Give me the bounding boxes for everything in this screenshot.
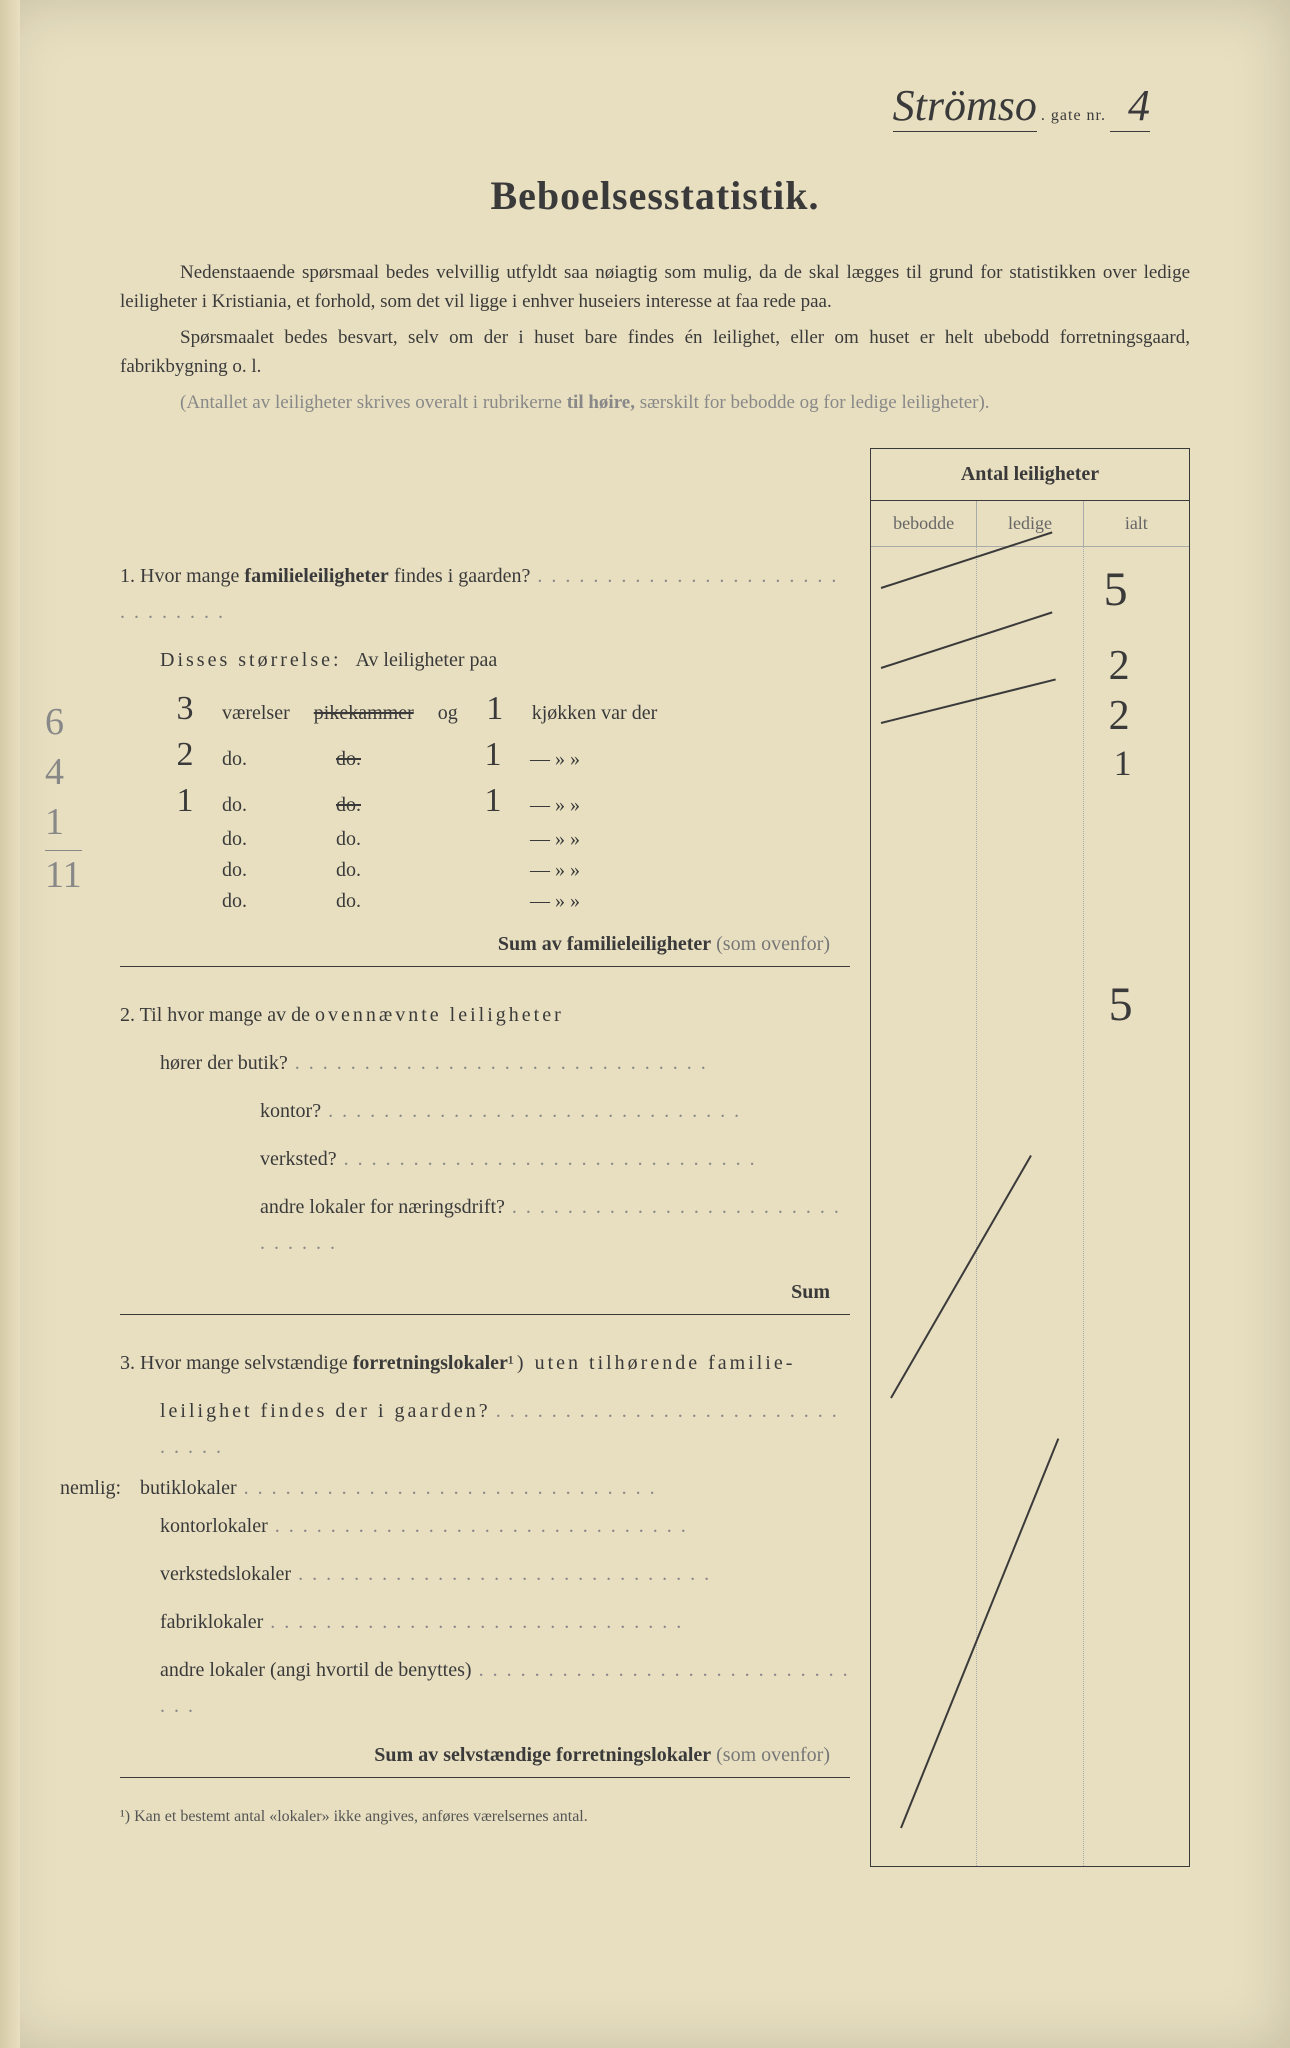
hw-ialt-r3: 1 (1114, 742, 1132, 784)
q1-row-1: 3 værelser pikekammer og 1 kjøkken var d… (120, 690, 850, 728)
page-title: Beboelsesstatistik. (120, 172, 1190, 219)
q1-avleil: Av leiligheter paa (355, 649, 497, 671)
og-1: og (438, 702, 458, 725)
q2-l2: kontor? (120, 1093, 850, 1129)
q3b: forretningslokaler (353, 1352, 508, 1374)
hw-rooms-2: 2 (160, 736, 210, 774)
q2-text: 2. Til hvor mange av de ovennævnte leili… (120, 997, 850, 1033)
kj-1: kjøkken var der (532, 702, 658, 725)
intro-p3: (Antallet av leiligheter skrives overalt… (120, 389, 1190, 418)
q2b: ovennævnte leiligheter (315, 1004, 564, 1026)
pike-3: do. (336, 794, 456, 817)
q3-text: 3. Hvor mange selvstændige forretningslo… (120, 1345, 850, 1381)
gate-number: 4 (1110, 80, 1150, 132)
label-2: do. (222, 748, 312, 771)
q3-sum-a: Sum av selvstændige forretningslokaler (374, 1744, 711, 1766)
divider (120, 1314, 850, 1315)
gate-label: . gate nr. (1041, 107, 1106, 124)
pike-4: do. (336, 828, 456, 851)
q1-row-5: do. do. — » » (120, 859, 850, 882)
divider (120, 1777, 850, 1778)
margin-note-2: 4 (45, 750, 64, 794)
q3-nemlig: nemlig: (60, 1477, 140, 1500)
q1-row-2: 2 do. do. 1 — » » (120, 736, 850, 774)
q1-disses-label: Disses størrelse: (160, 649, 342, 671)
intro-p3b: til høire, (567, 392, 635, 413)
q3-l5: andre lokaler (angi hvortil de benyttes) (120, 1652, 850, 1724)
q1b: familieleiligheter (244, 565, 388, 587)
kj-6: — » » (530, 890, 580, 913)
divider (120, 966, 850, 967)
intro-p3a: (Antallet av leiligheter skrives overalt… (180, 392, 567, 413)
kj-5: — » » (530, 859, 580, 882)
q1-disses: Disses størrelse: Av leiligheter paa (120, 642, 850, 678)
hw-ialt-q1: 5 (1104, 562, 1128, 617)
table-body: 5 2 2 1 5 (871, 546, 1189, 1866)
q3-l1: butiklokaler (140, 1477, 657, 1500)
hw-kj-3: 1 (468, 782, 518, 820)
q3-l2: kontorlokaler (120, 1508, 850, 1544)
q3-sum: Sum av selvstændige forretningslokaler (… (120, 1744, 850, 1767)
hw-kj-1: 1 (470, 690, 520, 728)
pike-5: do. (336, 859, 456, 882)
q1-sum-b: (som ovenfor) (711, 933, 830, 955)
label-4: do. (222, 828, 312, 851)
q3a: 3. Hvor mange selvstændige (120, 1352, 353, 1374)
kj-3: — » » (530, 794, 580, 817)
margin-note-1: 6 (45, 700, 64, 744)
antal-table: Antal leiligheter bebodde ledige ialt 5 (870, 448, 1190, 1867)
col-ialt: ialt (1084, 501, 1189, 546)
q1-row-6: do. do. — » » (120, 890, 850, 913)
q1-row-3: 1 do. do. 1 — » » (120, 782, 850, 820)
content-area: Antal leiligheter bebodde ledige ialt 5 (120, 448, 1190, 1826)
q2-sum: Sum (120, 1281, 850, 1304)
intro-p1: Nedenstaaende spørsmaal bedes velvillig … (120, 259, 1190, 316)
margin-note-3: 1 (45, 800, 64, 844)
q2-l1: hører der butik? (120, 1045, 850, 1081)
hw-rooms-3: 1 (160, 782, 210, 820)
street-handwritten: Strömso (893, 80, 1037, 132)
q3-sum-b: (som ovenfor) (711, 1744, 830, 1766)
q1-row-4: do. do. — » » (120, 828, 850, 851)
q3-l4: fabriklokaler (120, 1604, 850, 1640)
q2-l4: andre lokaler for næringsdrift? (120, 1189, 850, 1261)
intro-p2: Spørsmaalet bedes besvart, selv om der i… (120, 324, 1190, 381)
col-ledige-body (977, 547, 1083, 1866)
label-1: værelser (222, 702, 290, 725)
pike-6: do. (336, 890, 456, 913)
q3c: ¹) uten tilhørende familie- (508, 1352, 795, 1374)
q2a: 2. Til hvor mange av de (120, 1004, 315, 1026)
header-line: Strömso . gate nr. 4 (120, 80, 1190, 132)
q1-sum: Sum av familieleiligheter (som ovenfor) (120, 933, 850, 956)
q1-sum-a: Sum av familieleiligheter (498, 933, 711, 955)
pike-2: do. (336, 748, 456, 771)
q2-l3: verksted? (120, 1141, 850, 1177)
col-bebodde: bebodde (871, 501, 977, 546)
q1a: 1. Hvor mange (120, 565, 244, 587)
kj-2: — » » (530, 748, 580, 771)
label-5: do. (222, 859, 312, 882)
q3-nemlig-row: nemlig: butiklokaler (60, 1477, 850, 1500)
margin-note-4: 11 (45, 850, 82, 897)
intro-p3c: særskilt for bebodde og for ledige leili… (635, 392, 990, 413)
document-page: 6 4 1 11 Strömso . gate nr. 4 Beboelsess… (0, 0, 1290, 2048)
q3-l3: verkstedslokaler (120, 1556, 850, 1592)
label-3: do. (222, 794, 312, 817)
col-ialt-body: 5 2 2 1 5 (1084, 547, 1189, 1866)
col-bebodde-body (871, 547, 977, 1866)
hw-ialt-r2: 2 (1109, 692, 1130, 740)
hw-rooms-1: 3 (160, 690, 210, 728)
hw-ialt-r1: 2 (1109, 642, 1130, 690)
hw-ialt-sum: 5 (1109, 977, 1133, 1032)
q3-text2: leilighet findes der i gaarden? (120, 1393, 850, 1465)
hw-kj-2: 1 (468, 736, 518, 774)
pike-1: pikekammer (314, 702, 414, 725)
q1-text: 1. Hvor mange familieleiligheter findes … (120, 558, 850, 630)
kj-4: — » » (530, 828, 580, 851)
label-6: do. (222, 890, 312, 913)
table-header: Antal leiligheter (871, 449, 1189, 501)
q3d: leilighet findes der i gaarden? (160, 1400, 491, 1422)
